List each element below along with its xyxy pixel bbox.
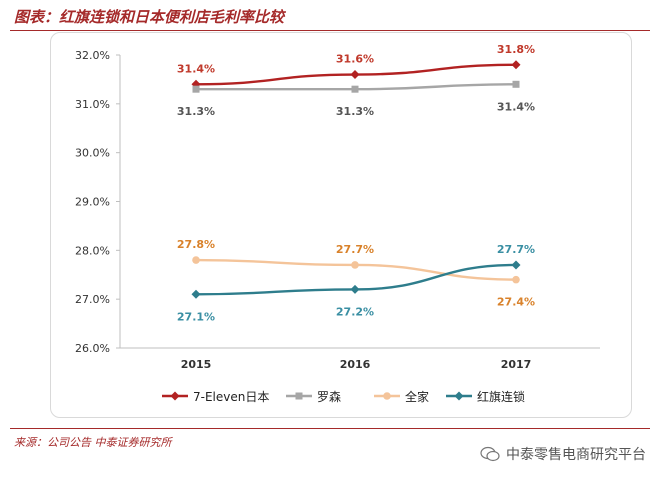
data-label: 27.8% [177, 238, 215, 251]
data-label: 31.8% [497, 43, 535, 56]
data-point [192, 256, 200, 264]
data-point [511, 260, 521, 270]
data-label: 31.4% [177, 62, 215, 75]
chart-axes: 26.0% 27.0% 28.0% 29.0% 30.0% 31.0% 32.0% 2015 2… [75, 49, 600, 371]
data-point [295, 392, 303, 400]
series-7-Eleven日本: 31.4% 31.6% 31.8% [177, 43, 535, 89]
title-divider [10, 30, 650, 31]
data-label: 31.3% [336, 105, 374, 118]
chart-panel [50, 32, 632, 418]
series-红旗连锁: 27.1% 27.2% 27.7% [177, 243, 535, 323]
page-title: 图表：红旗连锁和日本便利店毛利率比较 [14, 8, 285, 26]
wechat-icon [480, 446, 500, 462]
y-tick-label: 26.0% [75, 342, 110, 355]
series-全家: 27.8% 27.7% 27.4% [177, 238, 535, 309]
legend-label: 罗森 [317, 389, 341, 404]
data-point [454, 391, 464, 401]
y-tick-label: 30.0% [75, 147, 110, 160]
data-point [192, 85, 200, 93]
data-point [170, 391, 180, 401]
x-tick-label: 2016 [340, 358, 371, 371]
legend-item: 罗森 [286, 389, 341, 404]
y-tick-label: 31.0% [75, 98, 110, 111]
y-tick-label: 29.0% [75, 196, 110, 209]
data-point [512, 275, 520, 284]
data-point [351, 261, 359, 269]
legend-label: 全家 [405, 389, 429, 404]
data-label: 31.6% [336, 53, 374, 66]
data-label: 27.7% [336, 243, 374, 256]
data-label: 27.1% [177, 310, 215, 323]
legend-item: 7-Eleven日本 [162, 390, 269, 404]
data-point [191, 289, 201, 299]
legend-item: 全家 [374, 389, 429, 404]
data-label: 27.4% [497, 296, 535, 309]
watermark-text: 中泰零售电商研究平台 [506, 447, 646, 463]
data-point [350, 70, 360, 80]
legend-item: 红旗连锁 [446, 389, 525, 404]
y-tick-label: 27.0% [75, 293, 110, 306]
data-point [512, 80, 520, 88]
x-tick-label: 2017 [501, 358, 532, 371]
chart-legend: 7-Eleven日本 罗森 全家 红旗连锁 [162, 389, 525, 404]
x-tick-label: 2015 [181, 358, 212, 371]
data-point [350, 284, 360, 294]
data-label: 27.7% [497, 243, 535, 256]
watermark: 中泰零售电商研究平台 [480, 444, 646, 464]
data-point [383, 392, 391, 400]
data-label: 27.2% [336, 305, 374, 318]
legend-label: 7-Eleven日本 [193, 390, 269, 404]
data-point [511, 60, 521, 70]
chart-series: 31.4% 31.6% 31.8% 31.3% 31.3% 31.4% 27.8% 27.7%… [177, 43, 535, 324]
data-label: 31.3% [177, 105, 215, 118]
data-point [351, 85, 359, 93]
y-tick-label: 28.0% [75, 244, 110, 257]
data-label: 31.4% [497, 100, 535, 113]
source-divider [10, 428, 650, 429]
y-tick-label: 32.0% [75, 49, 110, 62]
series-罗森: 31.3% 31.3% 31.4% [177, 80, 535, 118]
source-note: 来源：公司公告 中泰证券研究所 [14, 436, 172, 449]
legend-label: 红旗连锁 [477, 389, 525, 404]
